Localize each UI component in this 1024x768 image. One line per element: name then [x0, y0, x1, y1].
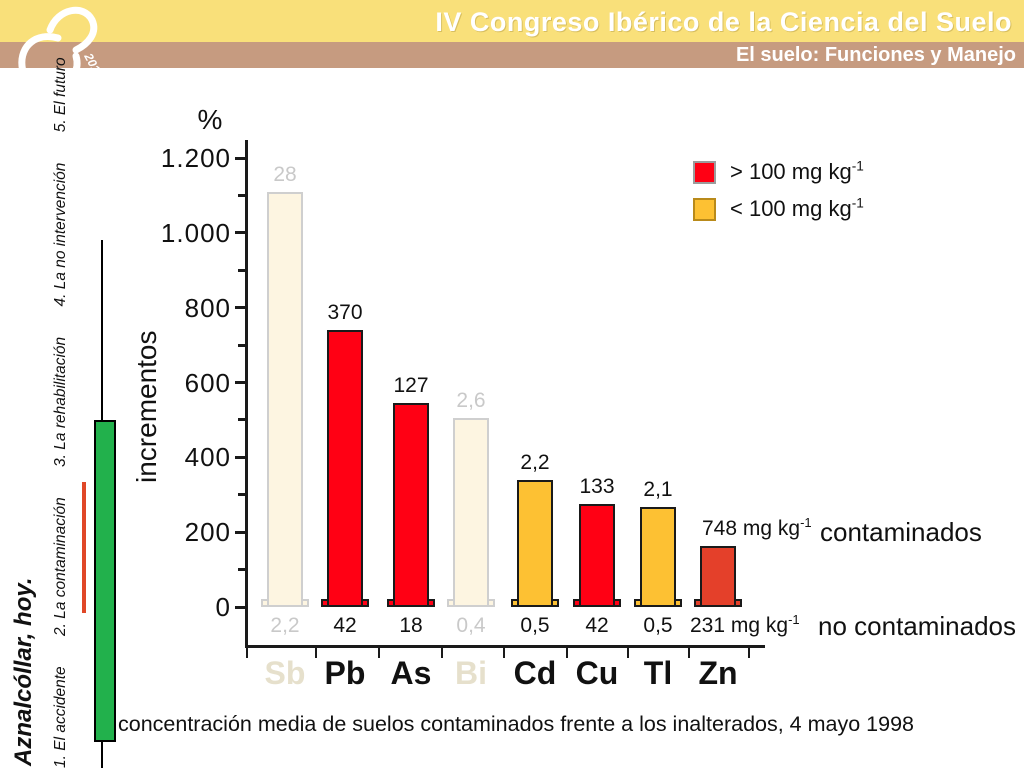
y-tick: [238, 193, 246, 197]
congress-subtitle: El suelo: Funciones y Manejo: [735, 44, 1016, 66]
y-tick-label: 600: [184, 367, 231, 398]
x-tick: [378, 648, 380, 658]
legend-label: > 100 mg kg-1: [730, 158, 864, 184]
congress-logo-icon: 2010: [18, 6, 110, 123]
y-tick: [238, 568, 246, 572]
bar-Cu: [579, 504, 615, 607]
value-contaminated-Cd: 2,2: [520, 450, 550, 474]
sidebar-item-rehabilitacion: 3. La rehabilitación: [52, 336, 69, 467]
category-label-Bi: Bi: [455, 655, 487, 691]
y-tick: [235, 530, 246, 534]
x-tick: [566, 648, 568, 658]
value-contaminated-Pb: 370: [327, 301, 363, 325]
sidebar-item-futuro: 5. El futuro: [52, 57, 69, 133]
x-tick: [315, 648, 317, 658]
value-uncontaminated-Pb: 42: [333, 614, 357, 637]
category-label-Sb: Sb: [264, 655, 306, 691]
value-uncontaminated-Zn: 231 mg kg-1: [690, 612, 800, 637]
y-tick-label: 400: [184, 442, 231, 473]
y-tick: [238, 493, 246, 497]
category-label-Cu: Cu: [575, 655, 619, 691]
bar-Sb: [267, 191, 303, 607]
unit-exponent: -1: [851, 195, 864, 211]
legend-swatch-icon: [693, 197, 716, 221]
value-contaminated-Tl: 2,1: [643, 478, 673, 502]
y-tick: [235, 605, 246, 609]
y-tick: [235, 156, 246, 160]
sidebar-outline: 1. El accidente 2. La contaminación 3. L…: [52, 57, 70, 768]
bar-Bi: [453, 418, 489, 607]
row-label-uncontaminated: no contaminados: [818, 611, 1017, 641]
value-contaminated-Sb: 28: [273, 162, 297, 186]
chart-caption: concentración media de suelos contaminad…: [118, 712, 914, 736]
value-contaminated-Zn: 748 mg kg-1: [702, 515, 812, 540]
y-tick: [235, 231, 246, 235]
sidebar-item-accidente: 1. El accidente: [52, 666, 69, 768]
unit-label: mg kg: [725, 614, 789, 637]
bar-Tl: [640, 507, 676, 607]
unit-exponent: -1: [788, 612, 800, 627]
value-contaminated-Bi: 2,6: [456, 389, 486, 413]
x-tick: [503, 648, 505, 658]
category-label-Tl: Tl: [643, 655, 673, 691]
x-tick: [441, 648, 443, 658]
x-tick: [246, 648, 248, 658]
legend-item-red: > 100 mg kg-1: [693, 159, 864, 185]
y-tick-label: 800: [184, 292, 231, 323]
value-contaminated-Cu: 133: [579, 475, 615, 499]
unit-label: mg kg: [737, 517, 801, 540]
y-tick: [235, 455, 246, 459]
sidebar-item-contaminacion: 2. La contaminación: [52, 497, 69, 636]
row-label-contaminated: contaminados: [820, 517, 982, 547]
legend-label: < 100 mg kg-1: [730, 195, 864, 221]
bar-Pb: [327, 330, 363, 607]
value-uncontaminated-As: 18: [399, 614, 423, 637]
unit-exponent: -1: [851, 158, 864, 174]
y-tick-label: 200: [184, 517, 231, 548]
x-tick: [688, 648, 690, 658]
sidebar-title: Aznalcóllar, hoy.: [10, 577, 37, 767]
y-tick: [235, 381, 246, 384]
legend-item-yellow: < 100 mg kg-1: [693, 196, 864, 222]
y-tick: [238, 268, 246, 272]
category-label-As: As: [390, 655, 432, 691]
sidebar-item-no-intervencion: 4. La no intervención: [52, 162, 69, 307]
value-uncontaminated-Tl: 0,5: [643, 614, 673, 637]
x-tick: [627, 648, 629, 658]
value-uncontaminated-Cd: 0,5: [520, 614, 550, 637]
y-tick: [235, 306, 246, 310]
timeline-red-marker: [82, 482, 86, 613]
y-tick: [238, 418, 246, 422]
legend-swatch-icon: [693, 160, 716, 184]
logo-year: 2010: [81, 50, 107, 81]
value-uncontaminated-Cu: 42: [585, 614, 609, 637]
category-label-Pb: Pb: [324, 655, 366, 691]
y-axis-line: [245, 140, 248, 648]
y-tick-label: 1.000: [160, 217, 231, 248]
bar-Cd: [517, 479, 553, 607]
header-subband: [0, 42, 1024, 68]
bar-Zn: [700, 546, 736, 607]
value-uncontaminated-Bi: 0,4: [456, 614, 486, 637]
value-contaminated-As: 127: [393, 374, 429, 398]
header-band: [0, 0, 1024, 42]
x-tick: [748, 648, 750, 658]
category-label-Cd: Cd: [513, 655, 557, 691]
unit-exponent: -1: [800, 515, 812, 530]
y-tick: [238, 343, 246, 347]
value-uncontaminated-Sb: 2,2: [270, 614, 300, 637]
x-axis-line: [245, 645, 765, 648]
timeline-green-bar: [94, 420, 116, 742]
y-tick-label: 1.200: [160, 143, 231, 173]
y-tick-label: 0: [215, 592, 231, 622]
bar-As: [393, 403, 429, 607]
category-label-Zn: Zn: [698, 655, 738, 691]
congress-title: IV Congreso Ibérico de la Ciencia del Su…: [435, 7, 1012, 37]
y-axis-unit-label: %: [197, 104, 223, 135]
